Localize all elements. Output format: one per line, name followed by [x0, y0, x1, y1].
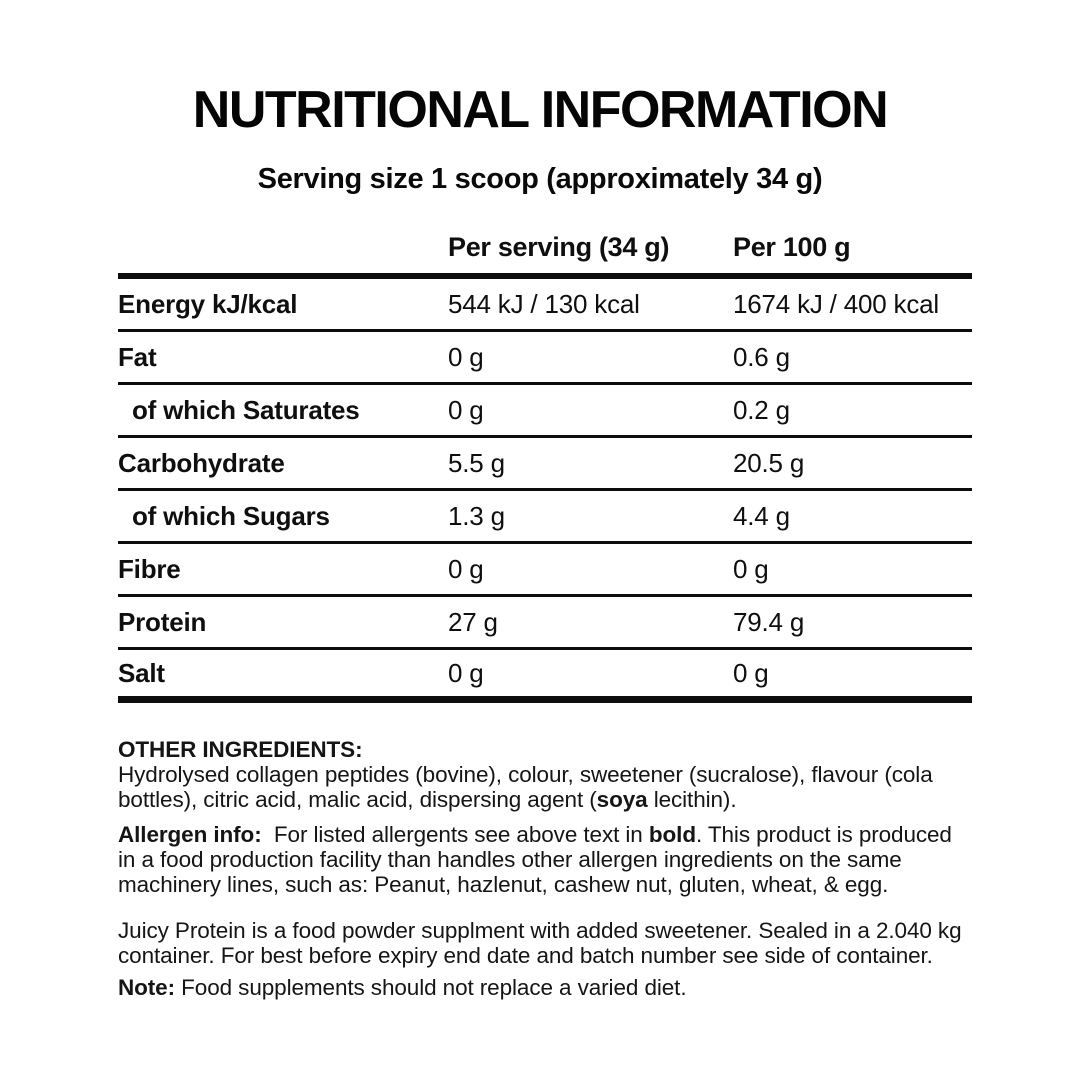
table-row-protein: Protein 27 g 79.4 g: [118, 597, 972, 650]
note-label: Note:: [118, 975, 175, 1000]
per-100g-value: 0 g: [733, 553, 769, 584]
allergen-info-label: Allergen info:: [118, 822, 262, 847]
per-100g-value: 1674 kJ / 400 kcal: [733, 288, 939, 319]
per-100g-value: 20.5 g: [733, 447, 805, 478]
serving-size-subtitle: Serving size 1 scoop (approximately 34 g…: [257, 163, 823, 195]
row-label: Carbohydrate: [118, 447, 285, 478]
product-description-text: Juicy Protein is a food powder supplment…: [118, 918, 968, 968]
per-serving-value: 1.3 g: [448, 500, 505, 531]
nutrition-table: Per serving (34 g) Per 100 g Energy kJ/k…: [118, 232, 972, 703]
per-serving-value: 27 g: [448, 606, 498, 637]
per-100g-value: 0 g: [733, 657, 769, 688]
table-header-row: Per serving (34 g) Per 100 g: [118, 232, 972, 279]
col-header-per-serving: Per serving (34 g): [448, 232, 670, 262]
row-label: of which Sugars: [132, 500, 330, 531]
allergen-text-segment: . This product is produced in a food pro…: [118, 822, 959, 897]
allergen-info-text: Allergen info: For listed allergents see…: [118, 822, 972, 897]
table-row-saturates: of which Saturates 0 g 0.2 g: [118, 385, 972, 438]
per-serving-value: 0 g: [448, 394, 484, 425]
per-100g-value: 4.4 g: [733, 500, 790, 531]
footer-text-section: OTHER INGREDIENTS: Hydrolysed collagen p…: [118, 737, 972, 1000]
ingredients-bold-soya: soya: [596, 787, 648, 812]
per-serving-value: 5.5 g: [448, 447, 505, 478]
table-row-energy: Energy kJ/kcal 544 kJ / 130 kcal 1674 kJ…: [118, 279, 972, 332]
row-label: Salt: [118, 657, 165, 688]
per-100g-value: 0.2 g: [733, 394, 790, 425]
ingredients-text-segment: Hydrolysed collagen peptides (bovine), c…: [118, 762, 939, 812]
per-100g-value: 0.6 g: [733, 341, 790, 372]
other-ingredients-heading: OTHER INGREDIENTS:: [118, 737, 363, 762]
page-title: NUTRITIONAL INFORMATION: [192, 81, 889, 139]
per-serving-value: 544 kJ / 130 kcal: [448, 288, 640, 319]
per-100g-value: 79.4 g: [733, 606, 805, 637]
allergen-text-segment: For listed allergents see above text in: [261, 822, 649, 847]
allergen-bold-word: bold: [648, 822, 696, 847]
ingredients-text-segment: lecithin).: [647, 787, 737, 812]
row-label: Protein: [118, 606, 207, 637]
row-label: Fat: [118, 341, 157, 372]
note-text: Note: Food supplements should not replac…: [118, 975, 972, 1000]
row-label: Fibre: [118, 553, 181, 584]
table-row-carbohydrate: Carbohydrate 5.5 g 20.5 g: [118, 438, 972, 491]
other-ingredients-text: Hydrolysed collagen peptides (bovine), c…: [118, 762, 972, 812]
per-serving-value: 0 g: [448, 341, 484, 372]
per-serving-value: 0 g: [448, 657, 484, 688]
note-text-segment: Food supplements should not replace a va…: [175, 975, 687, 1000]
col-header-per-100g: Per 100 g: [733, 232, 851, 262]
table-row-sugars: of which Sugars 1.3 g 4.4 g: [118, 491, 972, 544]
per-serving-value: 0 g: [448, 553, 484, 584]
table-row-salt: Salt 0 g 0 g: [118, 650, 972, 703]
table-row-fibre: Fibre 0 g 0 g: [118, 544, 972, 597]
row-label: Energy kJ/kcal: [118, 288, 298, 319]
table-row-fat: Fat 0 g 0.6 g: [118, 332, 972, 385]
row-label: of which Saturates: [132, 394, 360, 425]
